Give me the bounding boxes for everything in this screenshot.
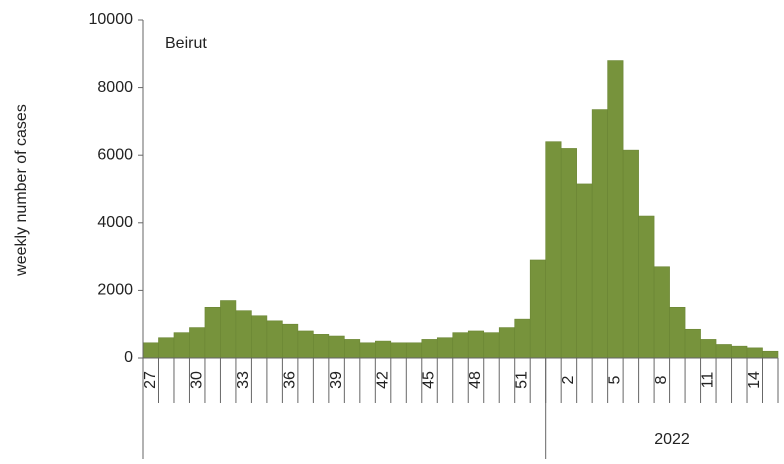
x-tick-label: 2 (560, 375, 577, 384)
bar (142, 342, 159, 359)
bar (158, 337, 175, 359)
bar (452, 332, 469, 359)
y-tick-label: 2000 (97, 282, 133, 299)
x-tick-label: 36 (281, 371, 298, 389)
bar (375, 340, 392, 359)
bar (545, 141, 562, 359)
x-tick-label: 14 (746, 371, 763, 389)
bar (436, 337, 454, 359)
bar (390, 342, 407, 359)
bar (653, 266, 670, 359)
bar (746, 347, 763, 359)
bar (282, 323, 299, 359)
y-tick-label: 10000 (89, 11, 134, 28)
annotation: Beirut (165, 35, 207, 52)
bar (421, 339, 438, 359)
bar (638, 215, 655, 359)
bar (576, 183, 593, 359)
bar (483, 332, 500, 359)
bar (220, 300, 237, 359)
bar (251, 315, 268, 359)
bar (467, 330, 485, 359)
bar (529, 259, 546, 359)
x-tick-label: 48 (467, 371, 484, 389)
bar (607, 60, 624, 359)
group-label: 2022 (654, 431, 690, 448)
x-tick-label: 45 (421, 371, 438, 389)
bar (235, 310, 252, 359)
bar (297, 330, 314, 359)
bar (762, 350, 779, 359)
bar (591, 109, 608, 359)
x-tick-label: 5 (607, 375, 624, 384)
bar (313, 334, 330, 359)
bar (622, 149, 639, 359)
bar (498, 327, 516, 359)
y-tick-label: 6000 (97, 146, 133, 163)
bar (328, 335, 345, 359)
bar (715, 344, 732, 359)
bar (189, 327, 206, 359)
y-tick-label: 0 (124, 349, 133, 366)
x-tick-label: 8 (653, 375, 670, 384)
x-tick-label: 33 (235, 371, 252, 389)
bar (405, 342, 423, 359)
x-tick-label: 42 (374, 371, 391, 389)
x-tick-label: 51 (514, 371, 531, 389)
x-tick-label: 27 (142, 371, 159, 389)
bar (684, 328, 701, 359)
bar (669, 306, 686, 359)
bar (344, 339, 361, 359)
bar (204, 306, 221, 359)
bar (700, 339, 717, 359)
bar (173, 332, 190, 359)
bar (266, 320, 283, 359)
y-axis-label: weekly number of cases (13, 104, 30, 277)
bar (560, 148, 577, 359)
y-tick-label: 8000 (97, 79, 133, 96)
bar (359, 342, 376, 359)
x-tick-label: 39 (328, 371, 345, 389)
x-tick-label: 30 (188, 371, 205, 389)
y-tick-label: 4000 (97, 214, 133, 231)
bar (731, 345, 748, 359)
bar (514, 318, 531, 359)
x-tick-label: 11 (700, 372, 717, 389)
